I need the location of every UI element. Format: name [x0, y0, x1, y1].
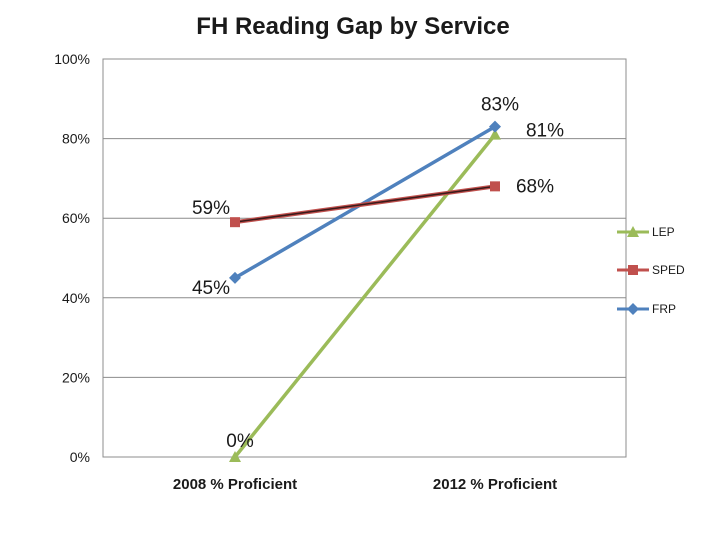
x-axis-ticks: 2008 % Proficient 2012 % Proficient [173, 476, 557, 493]
data-point [230, 217, 240, 228]
series-group: 0% 81% 45% 83% 59% 68% [192, 95, 564, 462]
legend: LEP SPED FRP [617, 225, 685, 316]
series-sped: 59% 68% [192, 176, 554, 228]
y-tick-label: 20% [62, 369, 90, 385]
legend-item-frp: FRP [617, 302, 676, 316]
data-point [489, 120, 501, 133]
y-axis-ticks: 0% 20% 40% 60% 80% 100% [54, 51, 90, 465]
y-tick-label: 100% [54, 51, 90, 67]
y-tick-label: 80% [62, 131, 90, 147]
legend-marker [627, 303, 639, 315]
legend-marker [627, 226, 639, 237]
legend-item-lep: LEP [617, 225, 675, 239]
series-line [234, 185, 496, 223]
legend-label: LEP [652, 225, 675, 239]
data-point [489, 128, 501, 140]
data-point [229, 271, 241, 284]
legend-marker [628, 265, 638, 275]
data-label: 81% [526, 121, 564, 142]
y-tick-label: 60% [62, 210, 90, 226]
legend-item-sped: SPED [617, 263, 685, 277]
y-tick-label: 0% [70, 449, 90, 465]
gridlines [103, 138, 626, 378]
chart-title: FH Reading Gap by Service [196, 13, 509, 40]
series-lep: 0% 81% [226, 121, 564, 462]
y-tick-label: 40% [62, 290, 90, 306]
data-label: 59% [192, 198, 230, 219]
data-label: 83% [481, 95, 519, 116]
series-line [233, 133, 497, 459]
data-label: 45% [192, 278, 230, 299]
legend-label: SPED [652, 263, 685, 277]
plot-area [102, 58, 627, 458]
x-tick-label: 2012 % Proficient [433, 476, 557, 493]
data-point [229, 451, 241, 462]
legend-label: FRP [652, 302, 676, 316]
x-tick-label: 2008 % Proficient [173, 476, 297, 493]
data-point [490, 181, 500, 192]
data-label: 68% [516, 176, 554, 197]
data-label: 0% [226, 431, 254, 452]
